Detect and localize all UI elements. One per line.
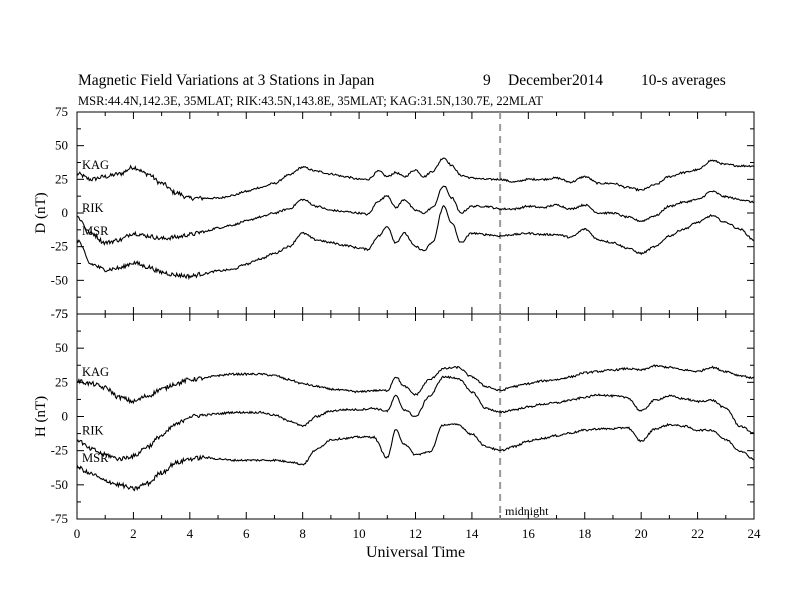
series-line-rik	[76, 185, 755, 246]
x-tick-label: 20	[635, 526, 648, 541]
series-line-kag	[76, 364, 755, 405]
series-label-rik: RIK	[82, 201, 104, 215]
y-tick-label: 0	[62, 205, 69, 220]
title-month: December	[508, 72, 572, 89]
series-label-msr: MSR	[82, 451, 109, 465]
title-main: Magnetic Field Variations at 3 Stations …	[78, 72, 375, 89]
y-tick-label: -50	[51, 477, 68, 492]
y-tick-label: 25	[55, 171, 68, 186]
title-averaging: 10-s averages	[641, 72, 726, 89]
x-tick-label: 24	[748, 526, 762, 541]
y-tick-label: -25	[51, 443, 68, 458]
midnight-annotation: midnight	[505, 504, 549, 518]
series-line-kag	[76, 157, 755, 202]
y-tick-label: 75	[55, 104, 68, 119]
y-tick-label: -25	[51, 239, 68, 254]
y-tick-label: 50	[55, 340, 68, 355]
y-tick-label: 25	[55, 374, 68, 389]
y-tick-label: -75	[51, 306, 68, 321]
x-tick-label: 4	[187, 526, 194, 541]
y-tick-label: -50	[51, 272, 68, 287]
y-tick-label: -75	[51, 511, 68, 526]
y-tick-label: 50	[55, 138, 68, 153]
series-line-msr	[76, 422, 755, 492]
y-axis-label: D (nT)	[33, 192, 49, 233]
x-tick-label: 18	[578, 526, 591, 541]
series-line-rik	[76, 375, 754, 462]
x-tick-label: 6	[243, 526, 250, 541]
station-coordinates: MSR:44.4N,142.3E, 35MLAT; RIK:43.5N,143.…	[78, 94, 543, 108]
x-tick-label: 0	[74, 526, 81, 541]
y-tick-label: 75	[55, 306, 68, 321]
x-tick-label: 16	[522, 526, 536, 541]
x-tick-label: 8	[299, 526, 306, 541]
x-tick-label: 10	[353, 526, 366, 541]
x-tick-label: 12	[409, 526, 422, 541]
title-day: 9	[483, 72, 491, 89]
y-tick-label: 0	[62, 409, 69, 424]
series-line-msr	[76, 204, 755, 281]
series-label-msr: MSR	[82, 224, 109, 238]
series-label-kag: KAG	[82, 158, 109, 172]
series-label-rik: RIK	[82, 424, 104, 438]
x-tick-label: 2	[130, 526, 137, 541]
x-tick-label: 14	[465, 526, 479, 541]
panel-frame	[76, 111, 755, 315]
series-label-kag: KAG	[82, 365, 109, 379]
x-tick-label: 22	[691, 526, 704, 541]
x-axis-label: Universal Time	[366, 544, 465, 561]
y-axis-label: H (nT)	[33, 396, 49, 437]
panel-top: 75 50 25 0 -25 -50 -75 D (nT) KAG RIK MSR	[33, 104, 755, 321]
title-year: 2014	[572, 72, 603, 89]
